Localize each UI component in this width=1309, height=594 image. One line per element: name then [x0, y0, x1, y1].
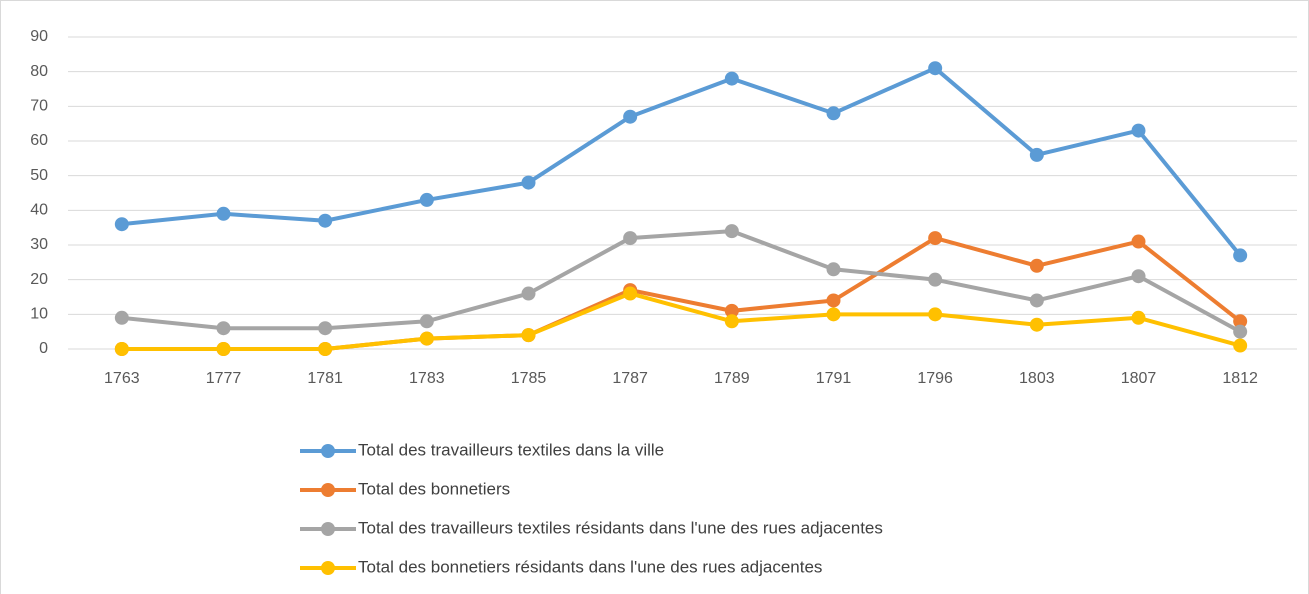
y-tick-label: 90 — [30, 28, 48, 45]
x-tick-label: 1785 — [511, 370, 547, 387]
data-point — [1131, 123, 1146, 138]
legend-label: Total des bonnetiers résidants dans l'un… — [358, 557, 822, 576]
y-tick-label: 10 — [30, 306, 48, 323]
data-point — [724, 71, 739, 86]
data-point — [1029, 147, 1044, 162]
data-point — [928, 307, 943, 322]
data-point — [114, 217, 129, 232]
data-point — [826, 293, 841, 308]
data-point — [1233, 324, 1248, 339]
y-tick-label: 70 — [30, 98, 48, 115]
legend-marker — [321, 483, 335, 497]
data-point — [623, 231, 638, 246]
data-point — [318, 213, 333, 228]
data-point — [826, 307, 841, 322]
data-point — [724, 303, 739, 318]
data-point — [623, 286, 638, 301]
data-point — [419, 192, 434, 207]
data-point — [114, 342, 129, 356]
series-line — [121, 291, 1241, 351]
data-point — [1233, 248, 1248, 263]
data-point — [114, 310, 129, 325]
data-point — [521, 328, 536, 343]
data-point — [1131, 310, 1146, 325]
data-point — [216, 321, 231, 336]
legend-label: Total des travailleurs textiles dans la … — [358, 440, 664, 459]
data-point — [928, 272, 943, 287]
legend-marker — [321, 522, 335, 536]
x-tick-label: 1789 — [714, 370, 750, 387]
data-point — [1233, 314, 1248, 329]
data-point — [318, 342, 333, 356]
y-tick-label: 30 — [30, 236, 48, 253]
data-point — [928, 231, 943, 246]
data-point — [318, 321, 333, 336]
data-point — [826, 262, 841, 277]
legend-marker — [321, 561, 335, 575]
series-line — [121, 66, 1242, 257]
x-tick-label: 1763 — [104, 370, 140, 387]
x-tick-label: 1787 — [612, 370, 648, 387]
y-tick-label: 0 — [39, 340, 48, 357]
data-point — [1233, 338, 1248, 353]
x-tick-label: 1807 — [1121, 370, 1157, 387]
data-point — [1029, 293, 1044, 308]
data-point — [1029, 258, 1044, 273]
data-point — [826, 106, 841, 121]
data-point — [419, 314, 434, 329]
y-tick-label: 80 — [30, 63, 48, 80]
data-point — [1131, 234, 1146, 249]
x-tick-label: 1791 — [816, 370, 852, 387]
data-point — [623, 109, 638, 124]
x-tick-label: 1812 — [1222, 370, 1258, 387]
x-tick-label: 1796 — [917, 370, 953, 387]
data-point — [1029, 317, 1044, 332]
data-point — [1131, 269, 1146, 284]
y-tick-label: 50 — [30, 167, 48, 184]
data-point — [724, 224, 739, 239]
data-point — [419, 331, 434, 346]
data-point — [928, 61, 943, 76]
x-tick-label: 1783 — [409, 370, 445, 387]
data-point — [216, 206, 231, 221]
legend-marker — [321, 444, 335, 458]
data-point — [521, 175, 536, 190]
x-tick-label: 1777 — [206, 370, 242, 387]
y-tick-label: 60 — [30, 132, 48, 149]
data-point — [521, 286, 536, 301]
legend-label: Total des bonnetiers — [358, 479, 510, 498]
data-point — [724, 314, 739, 329]
legend-label: Total des travailleurs textiles résidant… — [358, 518, 883, 537]
y-tick-label: 20 — [30, 271, 48, 288]
x-tick-label: 1781 — [307, 370, 343, 387]
data-point — [216, 342, 231, 356]
series-line — [121, 229, 1242, 334]
y-tick-label: 40 — [30, 202, 48, 219]
x-tick-label: 1803 — [1019, 370, 1055, 387]
